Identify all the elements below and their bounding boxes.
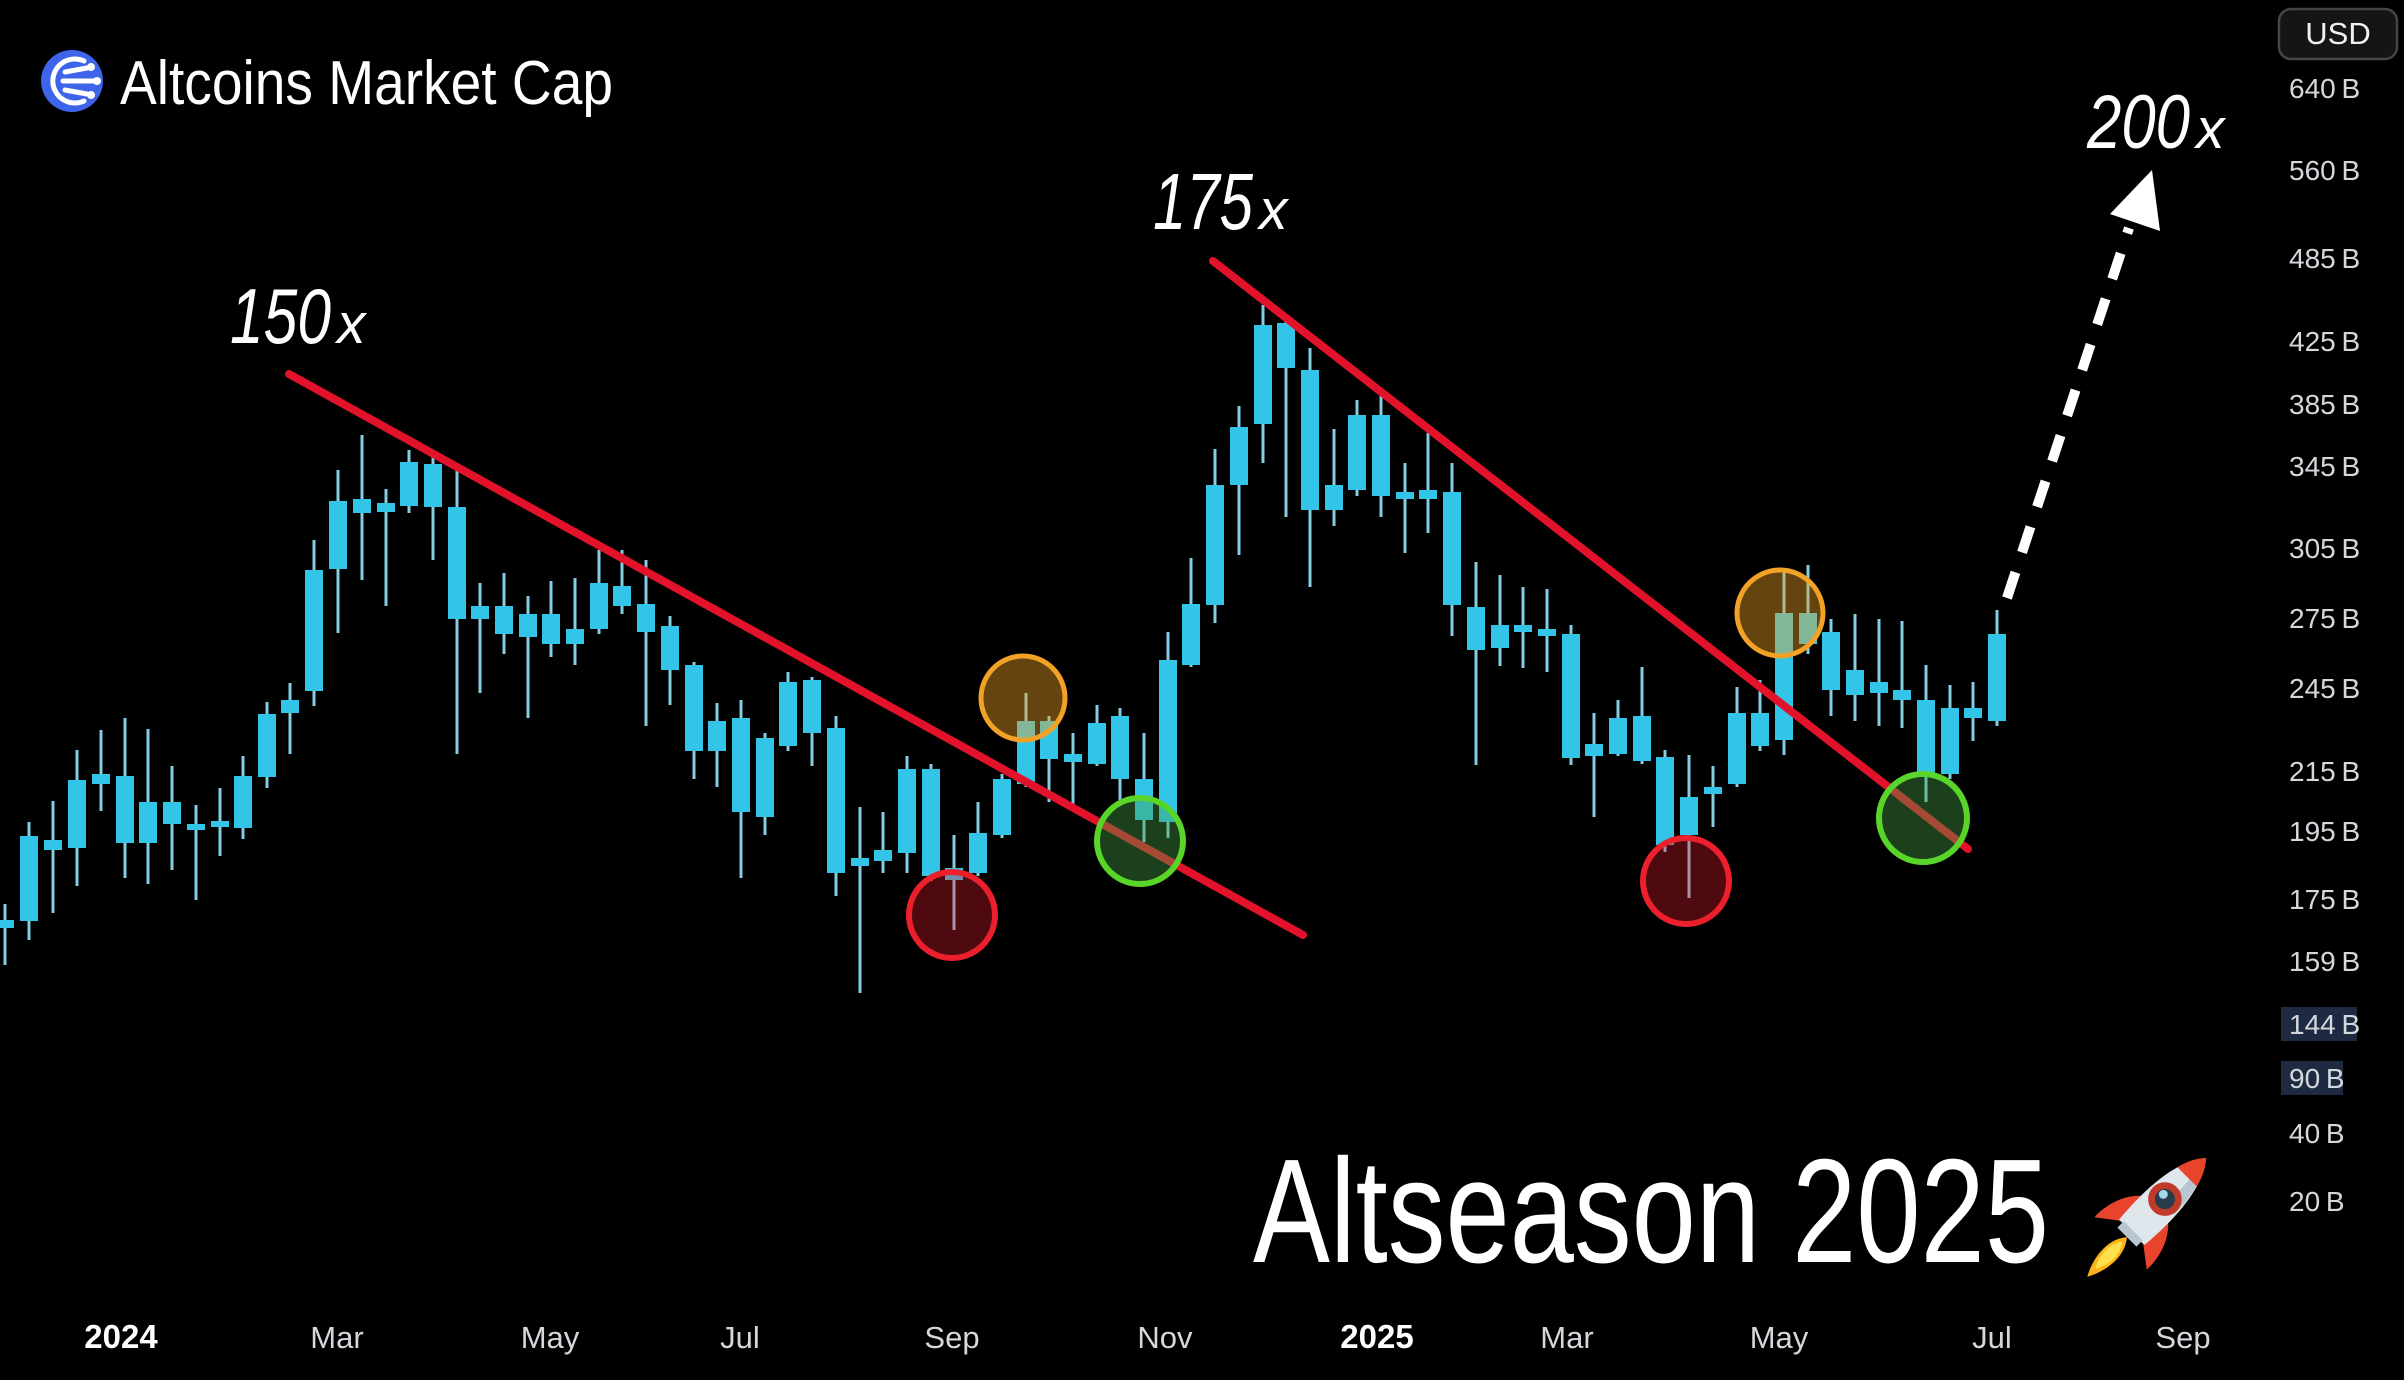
svg-text:215 B: 215 B <box>2289 756 2360 787</box>
svg-text:305 B: 305 B <box>2289 533 2360 564</box>
svg-text:150: 150 <box>230 272 331 360</box>
svg-text:275 B: 275 B <box>2289 603 2360 634</box>
svg-text:Nov: Nov <box>1137 1320 1193 1355</box>
svg-text:2024: 2024 <box>84 1318 158 1355</box>
svg-text:x: x <box>2193 97 2227 161</box>
svg-text:195 B: 195 B <box>2289 816 2360 847</box>
svg-text:Mar: Mar <box>310 1320 363 1355</box>
svg-text:245 B: 245 B <box>2289 673 2360 704</box>
svg-text:385 B: 385 B <box>2289 389 2360 420</box>
svg-text:Altseason 2025: Altseason 2025 <box>1253 1129 2049 1294</box>
svg-text:425 B: 425 B <box>2289 326 2360 357</box>
svg-text:Sep: Sep <box>2155 1320 2210 1355</box>
svg-text:560 B: 560 B <box>2289 155 2360 186</box>
svg-text:x: x <box>334 292 368 356</box>
svg-text:640 B: 640 B <box>2289 73 2360 104</box>
svg-text:Altcoins Market Cap: Altcoins Market Cap <box>120 49 613 118</box>
svg-text:90 B: 90 B <box>2289 1063 2345 1094</box>
svg-text:2025: 2025 <box>1340 1318 1413 1355</box>
svg-text:159 B: 159 B <box>2289 946 2360 977</box>
svg-text:485 B: 485 B <box>2289 243 2360 274</box>
svg-text:x: x <box>1256 178 1290 242</box>
svg-text:Sep: Sep <box>924 1320 979 1355</box>
svg-text:175: 175 <box>1153 157 1253 246</box>
svg-text:20 B: 20 B <box>2289 1186 2345 1217</box>
svg-text:Jul: Jul <box>720 1320 760 1355</box>
svg-text:Mar: Mar <box>1540 1320 1593 1355</box>
svg-text:175 B: 175 B <box>2289 884 2360 915</box>
svg-text:May: May <box>521 1320 580 1355</box>
svg-text:345 B: 345 B <box>2289 451 2360 482</box>
svg-text:USD: USD <box>2305 16 2370 51</box>
svg-text:May: May <box>1750 1320 1809 1355</box>
svg-text:144 B: 144 B <box>2289 1009 2360 1040</box>
svg-text:Jul: Jul <box>1972 1320 2012 1355</box>
svg-text:40 B: 40 B <box>2289 1118 2345 1149</box>
svg-text:200: 200 <box>2086 80 2190 165</box>
